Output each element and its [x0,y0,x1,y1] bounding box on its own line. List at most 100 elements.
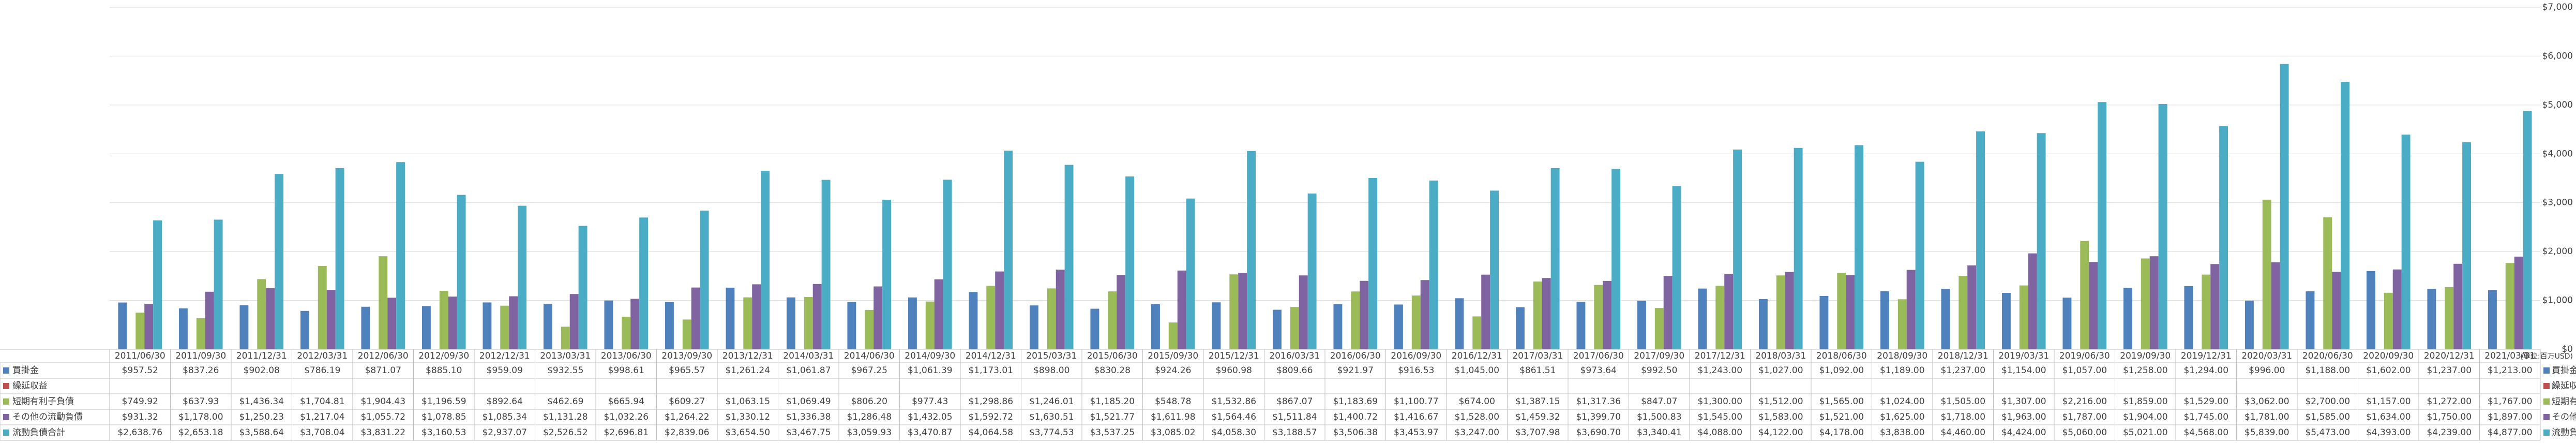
data-label: $1,061.39 [908,365,953,376]
data-label: $1,787.00 [2062,412,2107,422]
data-label: $2,526.52 [543,427,588,438]
data-label: $916.53 [1398,365,1434,376]
data-label: $4,088.00 [1697,427,1742,438]
data-label: $3,085.02 [1151,427,1196,438]
bar [2244,300,2254,349]
data-label: $1,300.00 [1697,396,1742,407]
data-label: $1,718.00 [1940,412,1985,422]
data-label: $4,178.00 [1819,427,1864,438]
data-label: $3,188.57 [1272,427,1317,438]
bar [908,297,917,349]
data-label: $1,196.59 [421,396,466,407]
bar [2037,133,2046,349]
x-tick-label: 2019/03/31 [1998,351,2049,361]
data-label: $2,653.18 [178,427,223,438]
data-label: $1,592.72 [968,412,1013,422]
bar [943,180,952,349]
data-label: $1,243.00 [1697,365,1742,376]
data-label: $1,100.77 [1394,396,1439,407]
bar [396,162,405,349]
y-tick-label: $2,000 [2542,246,2573,257]
legend-key [3,383,9,389]
y-tick-label: $7,000 [2542,2,2573,12]
data-label: $992.50 [1641,365,1677,376]
bar [2488,290,2497,349]
x-tick-label: 2014/09/30 [905,351,955,361]
bar [1672,186,1681,349]
data-label: $4,239.00 [2427,427,2472,438]
bar [335,168,344,349]
data-label: $1,061.87 [786,365,831,376]
data-label: $3,831.22 [360,427,405,438]
data-label: $1,500.83 [1637,412,1682,422]
bar [1855,145,1864,349]
x-tick-label: 2011/06/30 [115,351,165,361]
bar [1976,131,1985,349]
x-tick-label: 2012/03/31 [297,351,348,361]
bar [865,309,874,349]
bar [2028,253,2037,349]
data-label: $1,625.00 [1880,412,1925,422]
bar [2210,264,2220,349]
bar [1186,198,1195,349]
data-label: $749.92 [122,396,158,407]
bar [2123,288,2132,349]
data-label: $973.64 [1580,365,1617,376]
bar [1029,305,1038,349]
bar [2271,262,2280,349]
data-label: $1,432.05 [908,412,953,422]
bar [569,294,579,349]
data-label: $2,638.76 [117,427,162,438]
bar [483,302,492,349]
x-tick-label: 2015/03/31 [1026,351,1077,361]
data-label: $1,213.00 [2488,365,2533,376]
bar [300,310,309,349]
bar [2505,263,2514,349]
bar [726,287,735,349]
data-label: $637.93 [183,396,219,407]
data-label: $1,602.00 [2366,365,2411,376]
data-label: $3,247.00 [1454,427,1499,438]
bar [500,305,509,349]
data-label: $462.69 [547,396,583,407]
data-label: $1,505.00 [1940,396,1985,407]
bar [2001,293,2011,349]
legend-label: その他の流動負債 [12,412,83,422]
bar [986,286,996,349]
bar [1229,274,1239,349]
data-label: $3,654.50 [725,427,770,438]
bar [1733,149,1742,349]
data-label: $1,767.00 [2488,396,2533,407]
bar [995,271,1004,349]
data-label: $902.08 [244,365,280,376]
bar [1576,302,1586,349]
data-label: $931.32 [122,412,158,422]
bar [2427,289,2436,349]
data-label: $932.55 [547,365,583,376]
data-label: $674.00 [1459,396,1495,407]
data-label: $1,330.12 [725,412,770,422]
bar [1307,193,1317,349]
data-label: $1,528.00 [1454,412,1499,422]
x-tick-label: 2011/12/31 [236,351,287,361]
data-label: $1,272.00 [2427,396,2472,407]
data-label: $1,565.00 [1819,396,1864,407]
x-tick-label: 2015/12/31 [1209,351,1259,361]
data-label: $1,317.36 [1576,396,1621,407]
data-label: $665.94 [608,396,644,407]
x-tick-label: 2018/06/30 [1816,351,1867,361]
data-label: $1,237.00 [2427,365,2472,376]
bar [578,226,587,349]
bar [266,288,275,349]
data-label: $996.00 [2249,365,2285,376]
data-label: $967.25 [851,365,887,376]
data-label: $1,032.26 [604,412,649,422]
bar [1125,176,1135,349]
bar [1481,274,1490,349]
bar [934,279,943,349]
data-label: $1,217.04 [300,412,345,422]
data-label: $5,021.00 [2123,427,2168,438]
bar [2332,272,2341,349]
legend-label: 買掛金 [12,365,39,376]
data-label: $861.51 [1519,365,1556,376]
